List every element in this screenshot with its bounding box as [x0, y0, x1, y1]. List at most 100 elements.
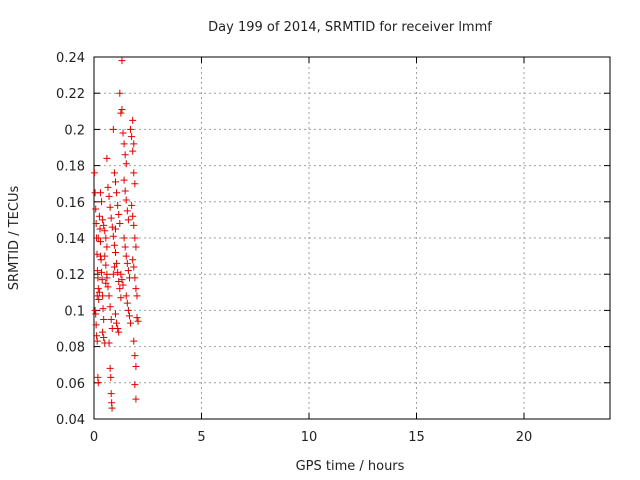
data-point: [132, 363, 140, 371]
x-axis-label: GPS time / hours: [296, 459, 405, 474]
data-point: [96, 252, 104, 260]
data-point: [119, 281, 127, 289]
data-point: [130, 140, 138, 148]
data-point: [132, 395, 140, 403]
data-point: [115, 210, 123, 218]
data-point: [93, 337, 101, 345]
data-point: [102, 279, 110, 287]
data-point: [129, 212, 137, 220]
data-point: [102, 234, 110, 242]
axis-ticks: 0 5 10 15 20 0.04 0.06 0.08 0.1 0.12 0.14 0.16 0.18 0…: [56, 51, 610, 445]
data-point: [129, 116, 137, 124]
data-point: [130, 263, 138, 271]
x-tick-label: 0: [90, 430, 98, 445]
data-point: [115, 328, 123, 336]
x-tick-label: 5: [197, 430, 205, 445]
x-tick-label: 10: [301, 430, 318, 445]
y-tick-label: 0.1: [64, 304, 85, 319]
data-point: [109, 270, 117, 278]
data-point: [129, 256, 137, 264]
data-point: [121, 151, 129, 159]
data-point: [92, 310, 100, 318]
data-point: [99, 328, 107, 336]
data-point: [103, 154, 111, 162]
data-point: [122, 160, 130, 168]
data-point: [107, 390, 115, 398]
data-point: [106, 303, 114, 311]
data-point: [123, 207, 131, 215]
data-point: [96, 238, 104, 246]
data-point: [121, 187, 129, 195]
data-point: [108, 223, 116, 231]
data-point: [101, 227, 109, 235]
data-point: [101, 339, 109, 347]
data-point: [109, 232, 117, 240]
data-point: [103, 243, 111, 251]
data-point: [116, 220, 124, 228]
data-point: [116, 89, 124, 97]
data-point: [92, 220, 100, 228]
y-tick-label: 0.22: [56, 87, 85, 102]
data-point: [125, 312, 133, 320]
y-tick-label: 0.08: [56, 341, 85, 356]
data-point: [109, 125, 117, 133]
data-point: [123, 299, 131, 307]
data-point: [105, 192, 113, 200]
data-point: [124, 267, 132, 275]
data-point: [117, 109, 125, 117]
data-point: [117, 270, 125, 278]
data-point: [100, 221, 108, 229]
data-point: [99, 305, 107, 313]
y-tick-label: 0.24: [56, 51, 85, 66]
data-point: [128, 201, 136, 209]
data-point: [118, 57, 126, 65]
data-point: [94, 234, 102, 242]
data-point: [119, 129, 127, 137]
data-point: [103, 274, 111, 282]
data-points: [90, 57, 142, 412]
data-point: [120, 234, 128, 242]
data-point: [114, 268, 122, 276]
data-point: [123, 259, 131, 267]
data-point: [100, 315, 108, 323]
data-point: [110, 241, 118, 249]
x-tick-label: 15: [408, 430, 425, 445]
data-point: [95, 212, 103, 220]
data-point: [95, 296, 103, 304]
data-point: [130, 221, 138, 229]
data-point: [93, 267, 101, 275]
data-point: [98, 198, 106, 206]
data-point: [122, 292, 130, 300]
y-tick-label: 0.16: [56, 196, 85, 211]
data-point: [134, 317, 142, 325]
data-point: [117, 294, 125, 302]
data-point: [131, 352, 139, 360]
y-tick-label: 0.14: [56, 232, 85, 247]
data-point: [107, 315, 115, 323]
data-point: [106, 364, 114, 372]
data-point: [110, 169, 118, 177]
data-point: [122, 196, 130, 204]
data-point: [112, 225, 119, 233]
data-point: [94, 379, 102, 387]
data-point: [108, 404, 116, 412]
data-point: [104, 283, 112, 291]
data-point: [107, 373, 115, 381]
data-point: [130, 169, 138, 177]
data-point: [98, 276, 106, 284]
data-point: [99, 216, 107, 224]
data-point: [130, 337, 138, 345]
data-point: [98, 268, 106, 276]
data-point: [94, 285, 102, 293]
data-point: [107, 214, 115, 222]
grid-lines: [94, 57, 610, 419]
data-point: [127, 319, 135, 327]
data-point: [91, 306, 99, 314]
data-point: [132, 285, 140, 293]
data-point: [92, 205, 100, 213]
data-point: [92, 321, 100, 329]
data-point: [114, 201, 122, 209]
data-point: [118, 105, 126, 113]
data-point: [110, 263, 118, 271]
